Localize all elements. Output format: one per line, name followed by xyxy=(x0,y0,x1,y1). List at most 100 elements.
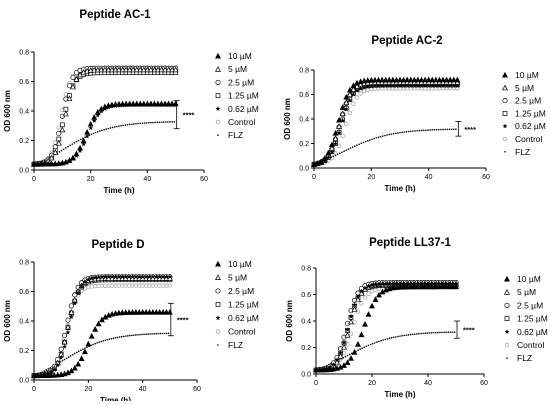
data-point xyxy=(432,76,439,83)
x-tick-label: 20 xyxy=(368,380,376,387)
data-point xyxy=(442,128,444,131)
data-point xyxy=(152,121,154,124)
data-point xyxy=(172,100,179,107)
data-point xyxy=(318,158,325,164)
data-point xyxy=(338,350,343,355)
data-point xyxy=(316,366,323,373)
data-point xyxy=(369,302,375,309)
data-point xyxy=(339,104,346,110)
data-point xyxy=(78,350,80,353)
data-point xyxy=(141,122,144,125)
data-point xyxy=(34,160,41,167)
data-point xyxy=(65,147,67,149)
data-point xyxy=(98,66,105,73)
data-point xyxy=(119,66,126,73)
data-point xyxy=(48,160,55,167)
data-point xyxy=(122,335,125,338)
data-point xyxy=(394,281,399,287)
legend-marker xyxy=(215,66,221,72)
x-tick-label: 40 xyxy=(425,174,433,181)
data-point xyxy=(171,121,173,123)
data-point xyxy=(450,128,453,131)
data-point xyxy=(45,369,48,371)
data-point xyxy=(43,370,45,372)
data-point xyxy=(343,106,349,112)
series-2.5m xyxy=(313,280,459,373)
data-point xyxy=(354,88,360,93)
data-point xyxy=(359,348,361,350)
data-point xyxy=(348,318,354,325)
series-1.25m xyxy=(31,70,179,167)
data-point xyxy=(362,285,368,291)
data-point xyxy=(111,126,114,129)
data-point xyxy=(100,340,103,343)
data-point xyxy=(347,97,353,103)
data-point xyxy=(429,129,431,131)
data-point xyxy=(392,336,395,339)
data-point xyxy=(55,362,61,368)
data-point xyxy=(393,76,400,83)
y-tick-label: 0.8 xyxy=(19,50,29,57)
data-point xyxy=(358,85,364,91)
data-point xyxy=(388,337,391,340)
data-point xyxy=(366,139,369,142)
data-point xyxy=(141,333,143,336)
data-point xyxy=(364,77,371,83)
data-point xyxy=(110,337,113,340)
data-point xyxy=(94,66,101,73)
data-point xyxy=(147,333,149,335)
data-point xyxy=(62,332,68,339)
data-point xyxy=(169,100,176,107)
data-point xyxy=(454,83,460,89)
data-point xyxy=(143,122,146,124)
data-point xyxy=(399,335,401,337)
data-point xyxy=(31,160,37,167)
data-point xyxy=(407,130,410,133)
data-point xyxy=(347,148,350,150)
data-point xyxy=(422,83,428,89)
data-point xyxy=(379,83,385,89)
data-point xyxy=(369,289,375,294)
data-point xyxy=(361,347,364,349)
data-point xyxy=(65,357,68,360)
legend-marker xyxy=(215,79,221,85)
data-point xyxy=(389,76,396,83)
data-point xyxy=(366,283,371,289)
series-10m xyxy=(31,100,179,167)
data-point xyxy=(344,355,347,358)
data-point xyxy=(351,306,358,312)
data-point xyxy=(407,76,414,83)
data-point xyxy=(172,66,179,73)
data-point xyxy=(69,83,76,90)
significance-label: **** xyxy=(463,326,475,335)
data-point xyxy=(137,66,144,73)
data-point xyxy=(411,76,418,83)
legend-label: Control xyxy=(517,340,545,350)
data-point xyxy=(352,302,357,308)
series-1.25m xyxy=(311,82,460,167)
data-point xyxy=(165,66,172,73)
legend-marker xyxy=(215,274,221,281)
x-tick-label: 20 xyxy=(87,176,95,183)
data-point xyxy=(380,339,382,342)
x-tick-label: 40 xyxy=(143,176,151,183)
data-point xyxy=(63,358,66,361)
data-point xyxy=(126,335,129,337)
data-point xyxy=(379,76,386,83)
data-point xyxy=(355,341,361,347)
data-point xyxy=(313,366,319,373)
data-point xyxy=(365,345,368,348)
legend-label: 5 µM xyxy=(228,273,247,283)
data-point xyxy=(153,274,159,279)
data-point xyxy=(336,123,343,129)
data-point xyxy=(135,334,137,336)
legend-label: 5 µM xyxy=(517,287,536,297)
data-point xyxy=(123,100,130,107)
data-point xyxy=(160,308,167,315)
data-point xyxy=(167,121,169,123)
data-point xyxy=(45,160,52,167)
data-point xyxy=(124,335,127,337)
data-point xyxy=(79,138,82,141)
data-point xyxy=(418,332,420,335)
data-point xyxy=(116,336,119,339)
